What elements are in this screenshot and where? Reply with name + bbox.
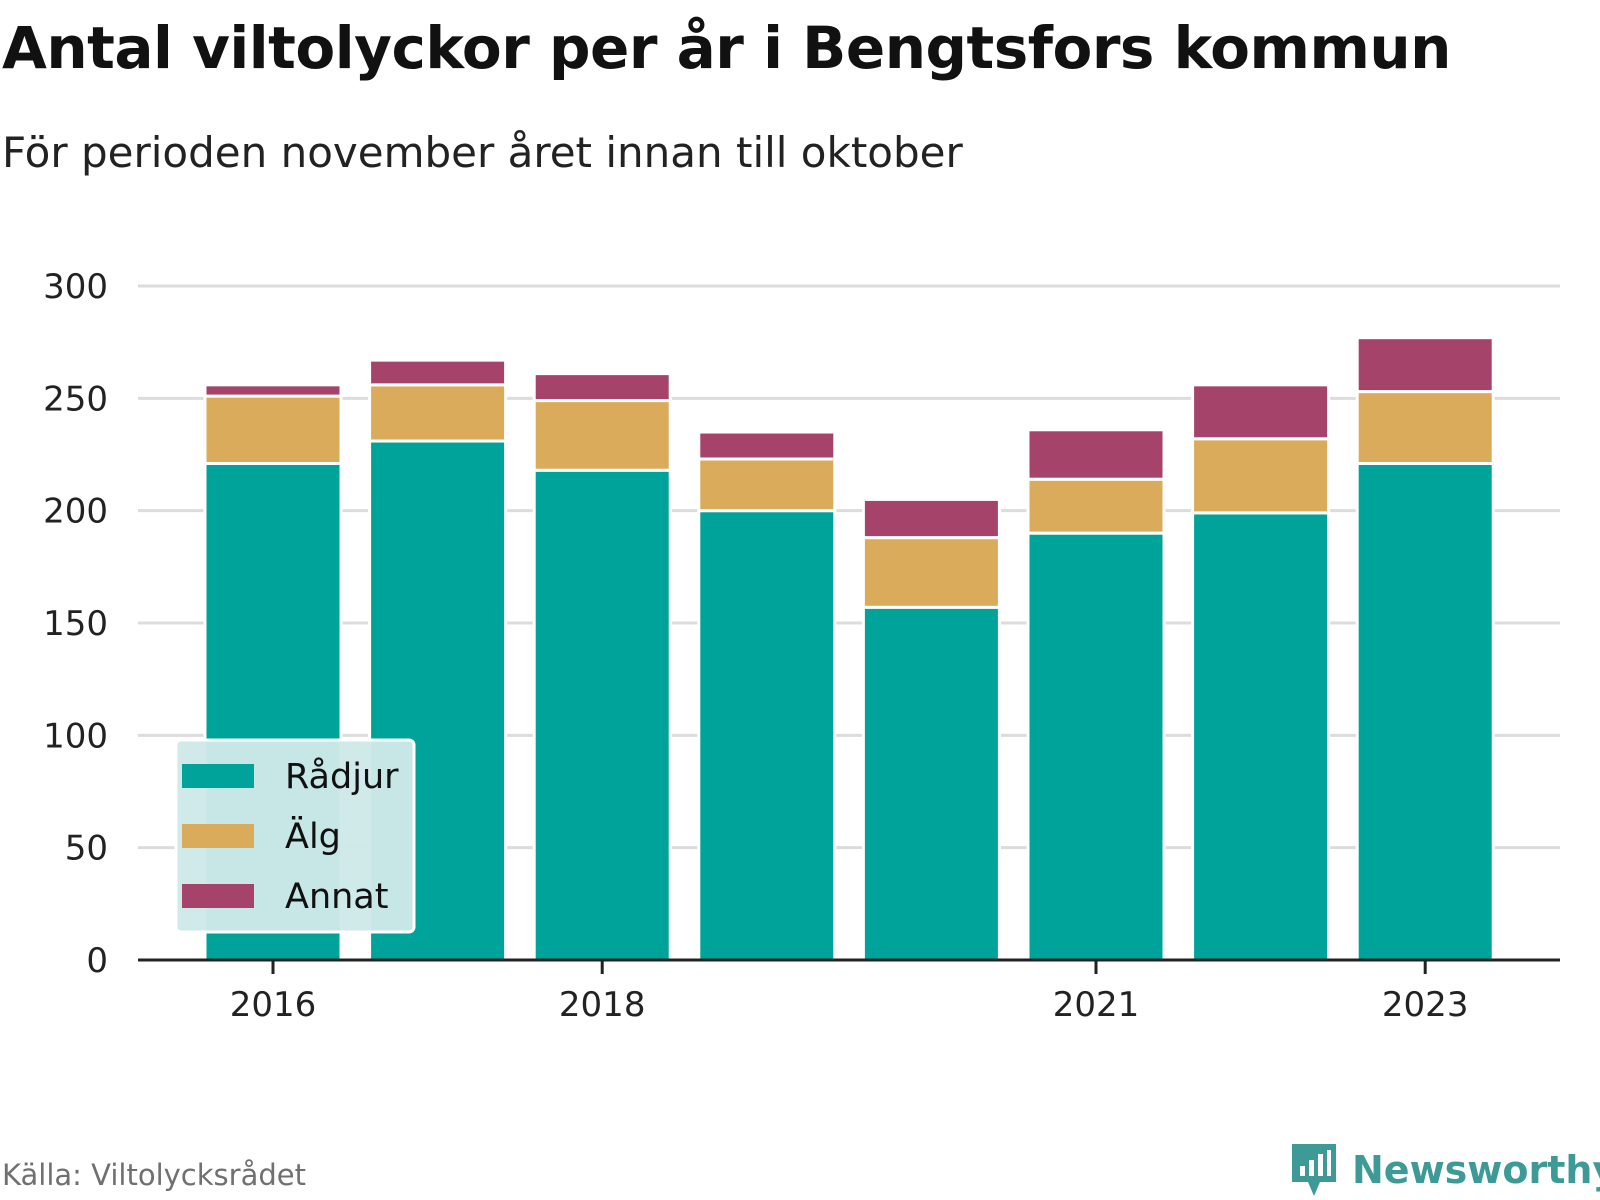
bar-segment [1026, 531, 1166, 962]
bar-stack [1191, 383, 1331, 962]
bar-stack [1355, 336, 1495, 962]
axes: 0 50 100 150 200 250 300 2016 2018 2021 2023 [43, 267, 1560, 1025]
bar-segment [368, 383, 508, 443]
newsworthy-logo-icon [1292, 1144, 1336, 1196]
bar-segment [1355, 390, 1495, 465]
chart-subtitle: För perioden november året innan till ok… [2, 128, 963, 177]
brand-logo: Newsworthy [1290, 1142, 1600, 1198]
bar-stack [1026, 428, 1166, 962]
bar-segment [697, 509, 837, 962]
y-tick-label: 100 [43, 716, 108, 756]
bar-stack [532, 372, 672, 962]
bar-segment [1026, 477, 1166, 535]
bar-segment [861, 605, 1001, 962]
bar-segment [1355, 461, 1495, 962]
bar-segment [203, 383, 343, 398]
y-tick-label: 300 [43, 267, 108, 307]
bar-segment [532, 468, 672, 962]
y-tick-label: 150 [43, 604, 108, 644]
legend-swatch [182, 884, 254, 908]
legend-label: Älg [285, 815, 341, 857]
bar-segment [861, 497, 1001, 540]
legend: Rådjur Älg Annat [174, 738, 416, 934]
x-tick-label: 2016 [230, 985, 317, 1025]
y-tick-label: 50 [65, 829, 108, 869]
y-tick-label: 200 [43, 492, 108, 532]
bar-segment [697, 457, 837, 513]
bar-stack [697, 430, 837, 962]
legend-label: Annat [285, 877, 388, 917]
brand-name: Newsworthy [1352, 1148, 1600, 1192]
x-tick-label: 2018 [559, 985, 646, 1025]
bar-segment [1191, 383, 1331, 441]
x-tick-label: 2023 [1382, 985, 1469, 1025]
bar-segment [1191, 437, 1331, 515]
bar-segment [368, 358, 508, 387]
bar-segment [1026, 428, 1166, 481]
chart-title: Antal viltolyckor per år i Bengtsfors ko… [2, 14, 1451, 82]
bar-segment [861, 536, 1001, 609]
bar-segment [532, 372, 672, 403]
bar-segment [697, 430, 837, 461]
source-note: Källa: Viltolycksrådet [2, 1158, 306, 1192]
bar-segment [532, 399, 672, 472]
bar-segment [203, 394, 343, 465]
legend-swatch [182, 824, 254, 848]
y-tick-label: 250 [43, 379, 108, 419]
bar-stack [861, 497, 1001, 962]
x-tick-label: 2021 [1053, 985, 1140, 1025]
bar-segment [1191, 511, 1331, 962]
bar-segment [1355, 336, 1495, 394]
y-tick-label: 0 [86, 941, 108, 981]
legend-label: Rådjur [285, 756, 399, 797]
legend-swatch [182, 764, 254, 788]
